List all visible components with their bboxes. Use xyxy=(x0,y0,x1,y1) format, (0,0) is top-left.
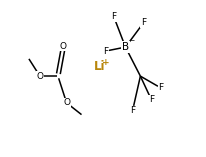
Text: O: O xyxy=(36,72,43,81)
Text: Li: Li xyxy=(94,60,105,73)
Text: F: F xyxy=(129,106,135,115)
Text: F: F xyxy=(157,83,163,92)
Text: O: O xyxy=(63,98,70,107)
Text: F: F xyxy=(140,18,145,27)
Text: O: O xyxy=(60,42,67,51)
Text: −: − xyxy=(128,38,133,43)
Text: F: F xyxy=(103,46,108,56)
Text: B: B xyxy=(121,42,128,52)
Text: +: + xyxy=(101,57,109,67)
Text: F: F xyxy=(148,95,153,104)
Text: F: F xyxy=(111,12,116,21)
